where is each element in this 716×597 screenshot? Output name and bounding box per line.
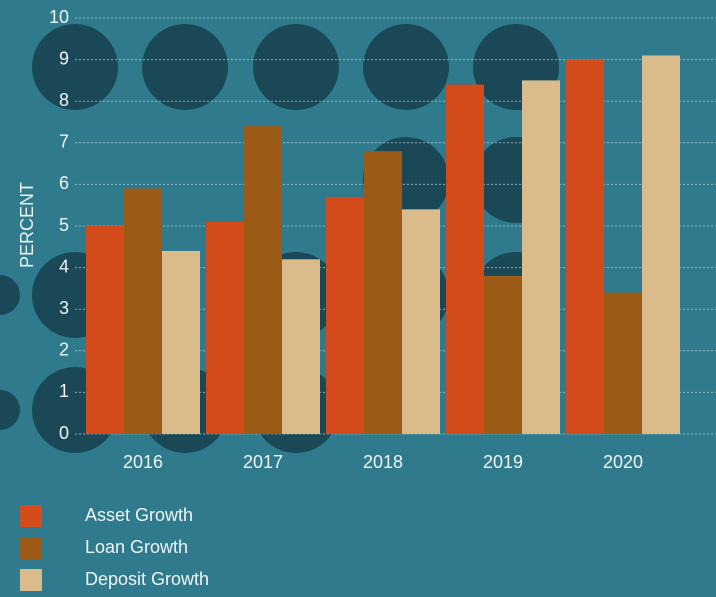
bar [566, 59, 604, 434]
y-tick-label: 5 [59, 215, 69, 235]
y-tick-label: 9 [59, 48, 69, 68]
bar [642, 55, 680, 434]
x-tick-label: 2018 [363, 452, 403, 472]
bar [484, 275, 522, 434]
y-tick-label: 7 [59, 132, 69, 152]
bar [86, 226, 124, 434]
legend-label: Deposit Growth [85, 569, 209, 589]
legend-label: Loan Growth [85, 537, 188, 557]
y-tick-label: 8 [59, 90, 69, 110]
x-tick-label: 2020 [603, 452, 643, 472]
bar [446, 84, 484, 434]
bar [604, 292, 642, 434]
bar [124, 188, 162, 434]
bar [206, 221, 244, 434]
bar [282, 259, 320, 434]
y-tick-label: 0 [59, 423, 69, 443]
bar [244, 126, 282, 434]
legend-swatch [20, 505, 42, 527]
legend-swatch [20, 537, 42, 559]
legend-swatch [20, 569, 42, 591]
bar [326, 196, 364, 434]
y-tick-label: 4 [59, 256, 69, 276]
bar [364, 151, 402, 434]
x-tick-label: 2017 [243, 452, 283, 472]
x-tick-label: 2019 [483, 452, 523, 472]
x-tick-label: 2016 [123, 452, 163, 472]
bar [522, 80, 560, 435]
y-tick-label: 6 [59, 173, 69, 193]
y-tick-label: 3 [59, 298, 69, 318]
y-axis-label: PERCENT [17, 182, 37, 268]
bar [402, 209, 440, 434]
bar [162, 250, 200, 434]
y-tick-label: 2 [59, 340, 69, 360]
legend-label: Asset Growth [85, 505, 193, 525]
y-tick-label: 10 [49, 7, 69, 27]
y-tick-label: 1 [59, 381, 69, 401]
